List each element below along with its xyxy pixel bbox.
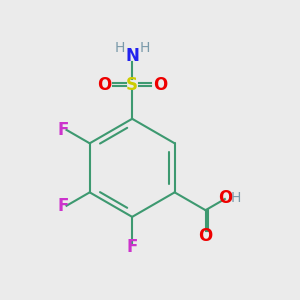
Text: O: O: [218, 189, 232, 207]
Text: N: N: [125, 47, 139, 65]
Text: O: O: [153, 76, 167, 94]
Text: F: F: [57, 121, 69, 139]
Text: O: O: [98, 76, 112, 94]
Text: H: H: [115, 41, 125, 55]
Text: H: H: [231, 190, 241, 205]
Text: O: O: [198, 227, 213, 245]
Text: S: S: [126, 76, 138, 94]
Text: F: F: [127, 238, 138, 256]
Text: F: F: [57, 197, 69, 215]
Text: H: H: [140, 41, 150, 55]
